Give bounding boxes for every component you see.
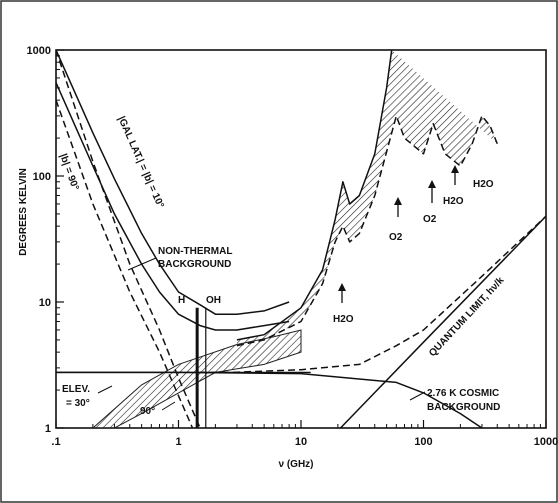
- label-h: H: [178, 295, 185, 306]
- series-line-1: [56, 82, 290, 331]
- y-tick-label: 100: [33, 171, 51, 183]
- series-line-7: [339, 215, 546, 428]
- o2-arrow-60-label: O2: [389, 232, 403, 243]
- x-axis-title: ν (GHz): [279, 459, 314, 470]
- x-tick-label: 1: [175, 436, 181, 448]
- o2-arrow-60-head: [394, 197, 402, 205]
- series-line-4: [236, 50, 393, 341]
- label-non-thermal: NON-THERMAL BACKGROUND: [158, 246, 232, 270]
- h2o-arrow-22-head: [338, 283, 346, 291]
- h2o-label-325: H2O: [473, 179, 494, 190]
- atmosphere-band: [236, 50, 498, 346]
- x-tick-label: 100: [414, 436, 432, 448]
- y-tick-label: 1000: [27, 45, 51, 57]
- series-line-2: [56, 99, 194, 428]
- series-line-0: [56, 50, 290, 315]
- pointer-elev-30: [97, 385, 113, 394]
- o2-arrow-118-label: O2: [423, 214, 437, 225]
- h2o-arrow-183-label: H2O: [443, 196, 464, 207]
- label-elev-30: ELEV. = 30°: [62, 384, 90, 409]
- x-tick-label: 10: [295, 436, 307, 448]
- label-cosmic-background: 2.76 K COSMIC BACKGROUND: [427, 388, 500, 413]
- y-tick-label: 10: [39, 297, 51, 309]
- o2-arrow-118-head: [428, 180, 436, 188]
- series-layer: [56, 50, 546, 428]
- h2o-arrow-183-head: [451, 165, 459, 173]
- pointer-non-thermal: [127, 257, 157, 271]
- x-tick-label: .1: [51, 436, 60, 448]
- y-tick-label: 1: [45, 423, 51, 435]
- y-axis-title: DEGREES KELVIN: [18, 168, 29, 256]
- h2o-arrow-22-label: H2O: [333, 314, 354, 325]
- pointer-cosmic: [409, 391, 426, 401]
- x-tick-label: 1000: [534, 436, 558, 448]
- label-90-deg: 90°: [140, 406, 155, 417]
- pointer-90-deg: [161, 401, 176, 411]
- label-oh: OH: [206, 295, 221, 306]
